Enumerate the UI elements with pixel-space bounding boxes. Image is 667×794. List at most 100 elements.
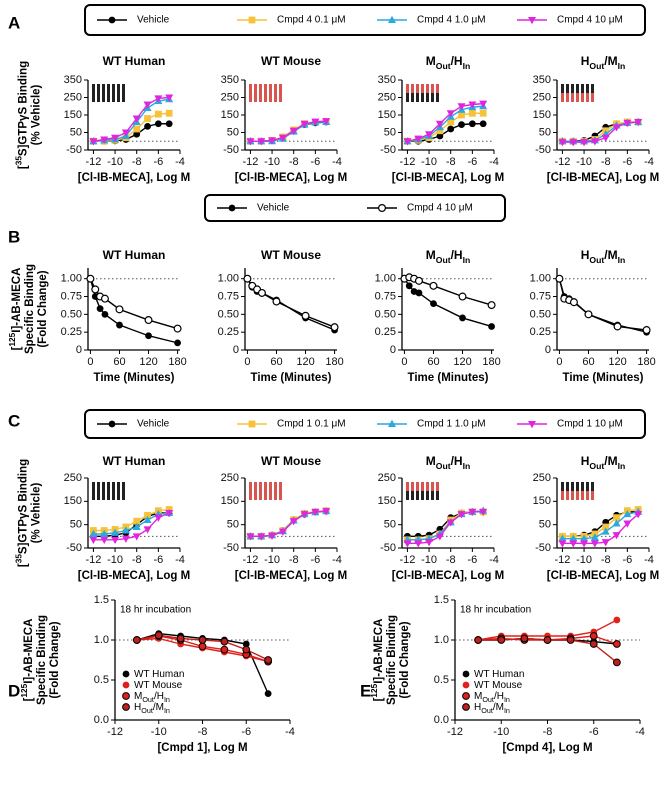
subplot-title: MOut/HIn [426,454,471,471]
text-part: [ [18,563,30,567]
receptor-icon [561,84,564,93]
receptor-icon [117,482,120,491]
marker [322,118,331,126]
x-tick-label: -12 [399,156,415,168]
marker [91,285,100,294]
receptor-icon [122,482,125,491]
receptor-icon [421,482,424,491]
marker [487,301,496,310]
x-tick-label: -4 [489,156,499,168]
x-axis-label: [Cl-IB-MECA], Log M [78,172,190,184]
receptor-icon [92,482,95,491]
y-tick-label: 0 [76,344,82,356]
marker [144,316,153,325]
legend-box [84,4,646,36]
marker [457,511,466,519]
marker [264,690,272,697]
y-tick-label: 350 [533,74,551,86]
text-part: In [504,695,510,704]
marker [278,134,287,142]
marker [144,115,151,122]
subplot-title: HOut/MIn [581,248,626,265]
text-part: (Fold Change) [37,270,49,347]
text-part: In [463,61,471,71]
text-part: [ [373,697,385,701]
panel-letter: A [8,13,20,32]
y-tick-label: 0.5 [434,674,449,686]
y-tick-label: -50 [535,542,551,554]
text-part: /M [153,702,164,713]
y-tick-label: 0.25 [61,326,82,338]
panel-letter: D [8,681,20,700]
receptor-icon [416,482,419,491]
receptor-icon [102,93,105,102]
receptor-icon [586,491,589,500]
text-part: /M [604,54,617,68]
y-tick-label: 50 [70,519,82,531]
marker [198,642,207,651]
receptor-icon [436,93,439,102]
marker [108,16,116,24]
receptor-icon [274,84,277,93]
y-tick-label: 350 [378,74,396,86]
receptor-icon [269,491,272,500]
legend-label: MOut/HIn [474,691,510,705]
marker [405,282,413,290]
receptor-icon [576,93,579,102]
receptor-icon [576,491,579,500]
text-part: M [474,691,482,702]
receptor-icon [426,84,429,93]
y-tick-label: -50 [380,144,396,156]
y-tick-label: 0 [390,344,396,356]
receptor-icon [107,84,110,93]
x-axis-label: Time (Minutes) [408,372,489,384]
text-part: /H [451,454,463,468]
receptor-icon [411,84,414,93]
receptor-icon [107,482,110,491]
marker [220,645,229,654]
x-tick-label: -10 [264,554,280,566]
marker [246,533,255,541]
receptor-icon [259,93,262,102]
marker [479,109,487,117]
annotation: 18 hr incubation [460,605,531,616]
text-part: [ [23,697,35,701]
text-part: (% Vehicle) [31,84,43,145]
marker [590,533,599,541]
y-axis-label: Specific Binding [24,264,36,354]
legend-label: Cmpd 4 10 μM [407,203,473,214]
receptor-icon [566,491,569,500]
marker [462,670,470,678]
marker [220,637,229,646]
receptor-icon [561,482,564,491]
marker [479,100,488,108]
x-axis-label: [Cl-IB-MECA], Log M [235,172,347,184]
x-tick-label: -10 [107,156,123,168]
text-part: 125 [8,332,17,346]
marker [154,120,162,128]
marker [520,634,529,643]
receptor-icon [254,93,257,102]
marker [132,115,141,123]
marker [459,314,466,322]
receptor-icon [591,84,594,93]
text-part: H [581,454,590,468]
marker [468,109,476,117]
text-part: In [164,695,170,704]
text-part: Specific Binding [24,264,36,354]
marker [623,119,632,128]
marker [165,109,173,117]
text-part: H [581,248,590,262]
marker [468,508,477,517]
y-tick-label: 0 [545,344,551,356]
text-part: WT Mouse [261,248,321,262]
x-axis-label: [Cl-IB-MECA], Log M [547,570,659,582]
marker [447,118,455,126]
receptor-icon [107,491,110,500]
y-tick-label: -50 [66,144,82,156]
y-axis-label: (% Vehicle) [31,84,43,145]
marker [590,138,599,146]
receptor-icon [571,491,574,500]
y-tick-label: 150 [221,109,239,121]
x-tick-label: -12 [399,554,415,566]
